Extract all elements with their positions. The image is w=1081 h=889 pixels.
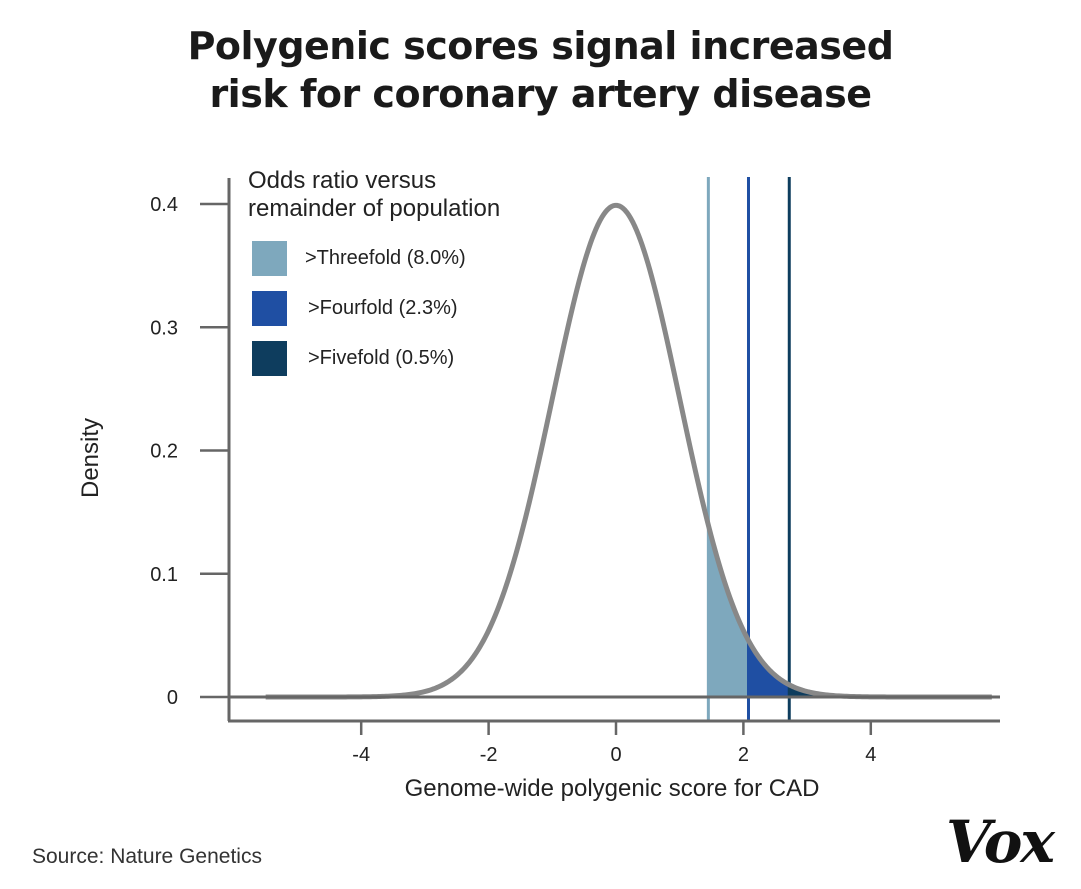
- legend: Odds ratio versus remainder of populatio…: [248, 167, 500, 376]
- x-tick-label: 2: [738, 744, 749, 766]
- legend-label-threefold: >Threefold (8.0%): [305, 247, 466, 269]
- chart-title-line-2: risk for coronary artery disease: [209, 72, 872, 116]
- x-axis-label: Genome-wide polygenic score for CAD: [405, 775, 820, 802]
- x-tick-label: -4: [352, 744, 370, 766]
- legend-label-fivefold: >Fivefold (0.5%): [308, 347, 454, 369]
- y-tick-label: 0: [167, 687, 178, 709]
- legend-swatch-fivefold: [252, 341, 287, 376]
- legend-title-line-1: Odds ratio versus: [248, 167, 436, 194]
- threshold-lines: [706, 177, 791, 720]
- y-tick-label: 0.4: [150, 194, 178, 216]
- fill-fivefold: [789, 684, 833, 697]
- source-note: Source: Nature Genetics: [32, 845, 262, 868]
- legend-title-line-2: remainder of population: [248, 195, 500, 222]
- y-tick-label: 0.2: [150, 441, 178, 463]
- y-tick-label: 0.1: [150, 564, 178, 586]
- fill-fourfold: [748, 640, 790, 697]
- y-tick-label: 0.3: [150, 317, 178, 339]
- legend-swatch-fourfold: [252, 291, 287, 326]
- x-tick-label: -2: [480, 744, 498, 766]
- legend-swatch-threefold: [252, 241, 287, 276]
- axes: [200, 178, 1000, 735]
- x-tick-label: 0: [610, 744, 621, 766]
- chart-title-line-1: Polygenic scores signal increased: [187, 24, 894, 68]
- chart-title: Polygenic scores signal increased risk f…: [0, 22, 1081, 118]
- x-tick-label: 4: [865, 744, 876, 766]
- y-axis-label: Density: [77, 418, 104, 498]
- density-curve: [265, 202, 993, 700]
- vox-logo: Vox: [946, 808, 1055, 876]
- legend-label-fourfold: >Fourfold (2.3%): [308, 297, 458, 319]
- tick-labels: 0 0.1 0.2 0.3 0.4 -4 -2 0 2 4: [150, 194, 876, 766]
